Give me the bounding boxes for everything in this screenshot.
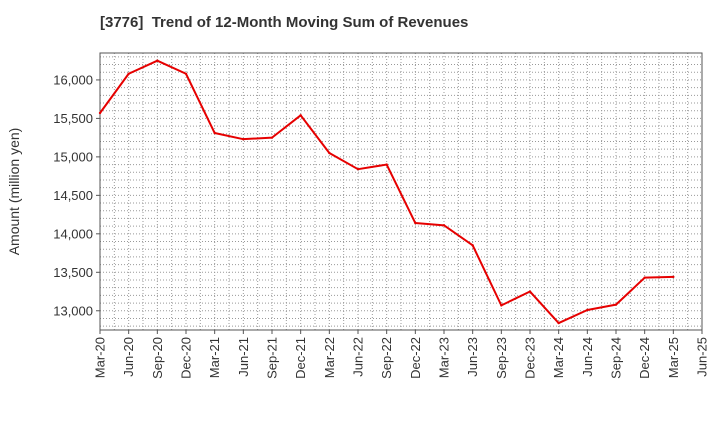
x-tick-label: Jun-25 [695,337,710,377]
axes [99,52,703,331]
x-tick-label: Sep-22 [379,337,394,379]
x-tick-label: Jun-22 [351,337,366,377]
x-tick-label: Mar-25 [666,337,681,378]
data-point [242,137,245,141]
data-point [98,111,102,115]
x-tick-label: Dec-24 [637,337,652,379]
data-point [385,163,388,166]
data-point [414,221,417,225]
data-point [614,303,618,306]
data-point [356,167,360,171]
data-point [471,244,474,247]
x-tick-label: Sep-21 [265,337,280,379]
data-point [270,136,274,139]
x-tick-label: Sep-23 [494,337,509,379]
x-tick-label: Mar-20 [93,337,108,378]
y-tick-label: 13,000 [53,303,93,318]
x-tick-label: Sep-20 [150,337,165,379]
data-point [328,151,331,155]
plot-border [99,52,703,331]
y-tick-labels: 13,000 13,500 14,000 14,500 15,000 15,500 16,0… [53,72,100,318]
data-point [672,275,675,279]
data-point [442,224,446,227]
y-tick-label: 16,000 [53,72,93,87]
chart-title: [3776] Trend of 12-Month Moving Sum of R… [100,14,469,31]
data-point [557,321,560,325]
x-tick-label: Jun-20 [121,337,136,377]
x-tick-label: Sep-24 [609,337,624,379]
series-layer [98,59,675,325]
x-tick-label: Dec-23 [523,337,538,379]
grid-lines [100,53,702,330]
x-tick-label: Dec-22 [408,337,423,379]
data-point [643,276,646,279]
x-tick-labels: Mar-20 Jun-20 Sep-20 Dec-20 Mar-21 Jun-21 Sep-… [93,330,710,379]
data-point [127,72,130,75]
x-tick-label: Dec-21 [293,337,308,379]
y-tick-label: 13,500 [53,265,93,280]
data-point [586,308,589,312]
data-point [213,131,216,135]
x-tick-label: Mar-21 [207,337,222,378]
x-tick-label: Mar-23 [437,337,452,378]
x-tick-label: Jun-24 [580,337,595,377]
y-tick-label: 14,000 [53,226,93,241]
x-tick-label: Mar-24 [551,337,566,378]
data-point [184,72,188,75]
x-tick-label: Jun-21 [236,337,251,377]
x-tick-label: Jun-23 [465,337,480,377]
data-point [528,290,532,293]
x-tick-label: Mar-22 [322,337,337,378]
data-point [299,114,302,117]
y-axis-label: Amount (million yen) [6,128,22,256]
y-tick-label: 15,500 [53,111,93,126]
data-point [500,304,503,307]
x-tick-label: Dec-20 [179,337,194,379]
data-point [156,59,159,62]
y-tick-label: 15,000 [53,149,93,164]
y-tick-label: 14,500 [53,188,93,203]
